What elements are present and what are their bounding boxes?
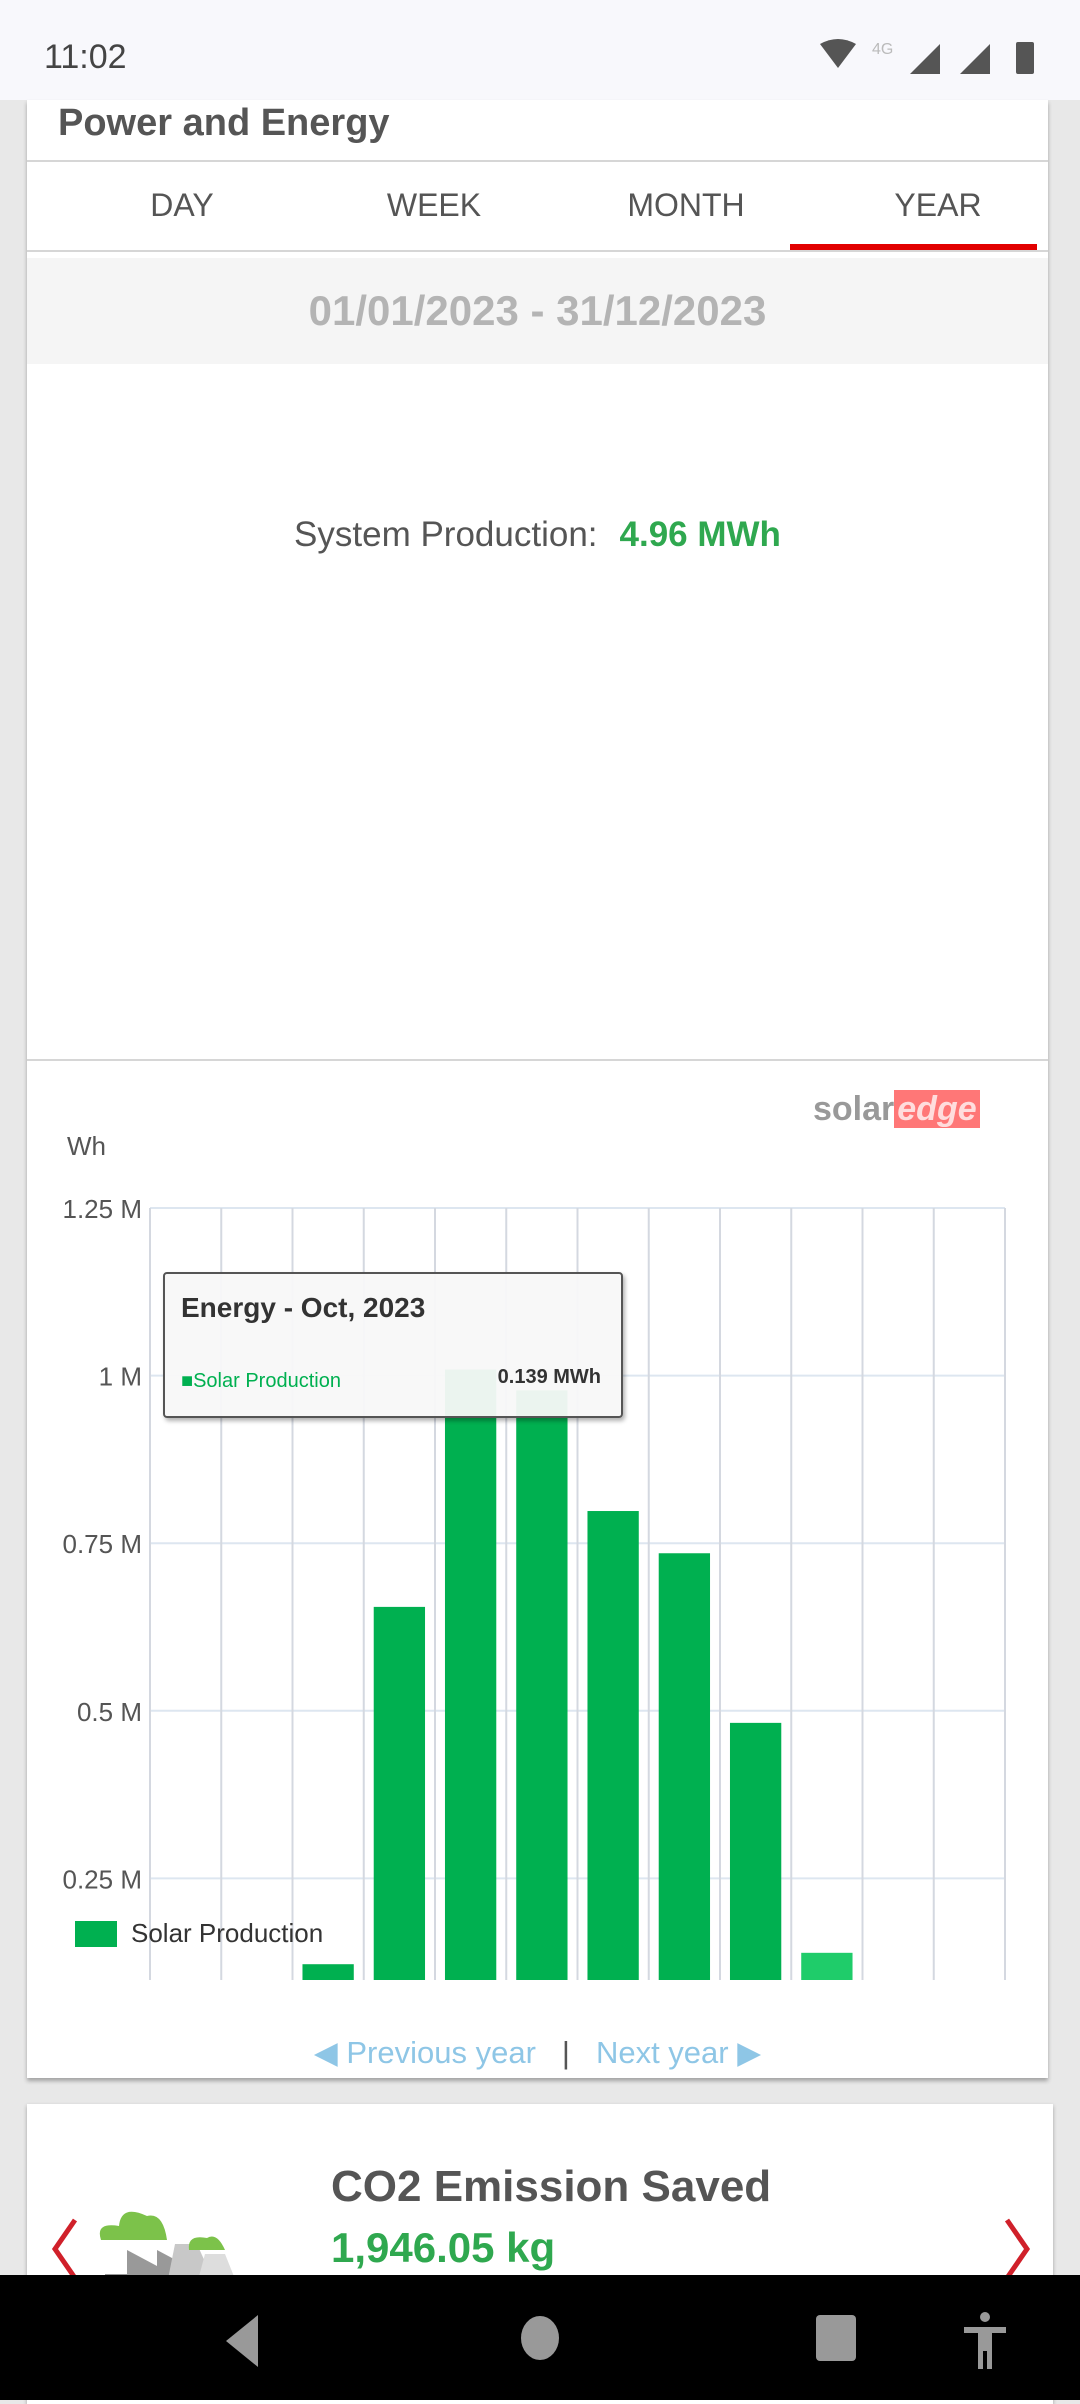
factory-icon bbox=[99, 2211, 237, 2284]
tooltip-value: 0.139 MWh bbox=[497, 1366, 601, 1388]
bar-may bbox=[444, 1369, 497, 1980]
back-icon[interactable] bbox=[220, 2305, 280, 2375]
bar-sep bbox=[729, 1722, 782, 1980]
roaming-signal-icon bbox=[960, 44, 990, 74]
separator: | bbox=[561, 2035, 570, 2070]
date-range: 01/01/2023 - 31/12/2023 bbox=[27, 258, 1048, 364]
bar-mar bbox=[302, 1964, 354, 1980]
power-energy-card: Power and Energy DAY WEEK MONTH YEAR 01/… bbox=[27, 100, 1048, 2078]
chart-legend[interactable]: Solar Production bbox=[75, 1918, 323, 1949]
recents-icon[interactable] bbox=[814, 2313, 858, 2363]
signal-icon bbox=[910, 44, 940, 74]
tab-day[interactable]: DAY bbox=[150, 187, 214, 223]
battery-icon bbox=[1016, 42, 1034, 74]
caret-right-icon: ▶ bbox=[728, 2035, 762, 2070]
chevron-left-icon[interactable] bbox=[45, 2214, 85, 2284]
divider bbox=[27, 160, 1048, 162]
clock: 11:02 bbox=[44, 38, 127, 76]
y-tick-label: 0.75 M bbox=[63, 1529, 143, 1559]
y-tick-label: 0.5 M bbox=[77, 1697, 142, 1727]
tab-year[interactable]: YEAR bbox=[894, 187, 982, 223]
legend-label: Solar Production bbox=[131, 1918, 324, 1948]
energy-bar-chart: Wh0 M0.25 M0.5 M0.75 M1 M1.25 MJanFebMar… bbox=[63, 1131, 1006, 1980]
next-year-link[interactable]: Next year ▶ bbox=[595, 2035, 762, 2070]
tab-week[interactable]: WEEK bbox=[386, 187, 482, 223]
y-tick-label: 0.25 M bbox=[63, 1864, 143, 1894]
caret-left-icon: ◀ bbox=[313, 2035, 347, 2070]
status-bar: 11:02 4G bbox=[0, 0, 1080, 100]
legend-swatch bbox=[75, 1920, 117, 1947]
divider bbox=[27, 250, 1048, 252]
network-type-icon: 4G bbox=[872, 41, 893, 58]
y-axis-label: Wh bbox=[67, 1131, 106, 1161]
chevron-right-icon[interactable] bbox=[997, 2214, 1037, 2284]
previous-year-link[interactable]: ◀ Previous year bbox=[313, 2035, 536, 2070]
accessibility-icon[interactable] bbox=[960, 2311, 1010, 2371]
y-tick-label: 1 M bbox=[99, 1362, 142, 1392]
active-tab-indicator bbox=[790, 244, 1037, 251]
co2-value: 1,946.05 kg bbox=[331, 2224, 556, 2271]
tooltip-series: ■Solar Production bbox=[181, 1370, 341, 1392]
home-icon[interactable] bbox=[518, 2313, 562, 2363]
system-production-label: System Production: bbox=[294, 515, 598, 554]
solaredge-logo: solaredge bbox=[813, 1090, 980, 1129]
y-tick-label: 1.25 M bbox=[63, 1194, 143, 1224]
bar-apr bbox=[373, 1606, 426, 1980]
year-navigation: ◀ Previous year | Next year ▶ bbox=[27, 2035, 1048, 2071]
co2-title: CO2 Emission Saved bbox=[331, 2162, 772, 2211]
navigation-bar bbox=[0, 2275, 1080, 2400]
system-production: System Production: 4.96 MWh bbox=[27, 515, 1048, 555]
divider bbox=[27, 1059, 1048, 1061]
bar-jul bbox=[587, 1511, 639, 1980]
wifi-icon bbox=[820, 39, 856, 68]
tab-month[interactable]: MONTH bbox=[627, 187, 745, 223]
bar-aug bbox=[658, 1553, 711, 1980]
tooltip-title: Energy - Oct, 2023 bbox=[181, 1292, 426, 1323]
system-production-value: 4.96 MWh bbox=[619, 515, 781, 554]
card-title: Power and Energy bbox=[58, 102, 390, 144]
chart-tooltip: Energy - Oct, 2023 ■Solar Production 0.1… bbox=[163, 1272, 623, 1418]
bar-jun bbox=[516, 1390, 568, 1980]
bar-oct bbox=[801, 1952, 853, 1980]
status-icons: 4G bbox=[820, 39, 1034, 74]
